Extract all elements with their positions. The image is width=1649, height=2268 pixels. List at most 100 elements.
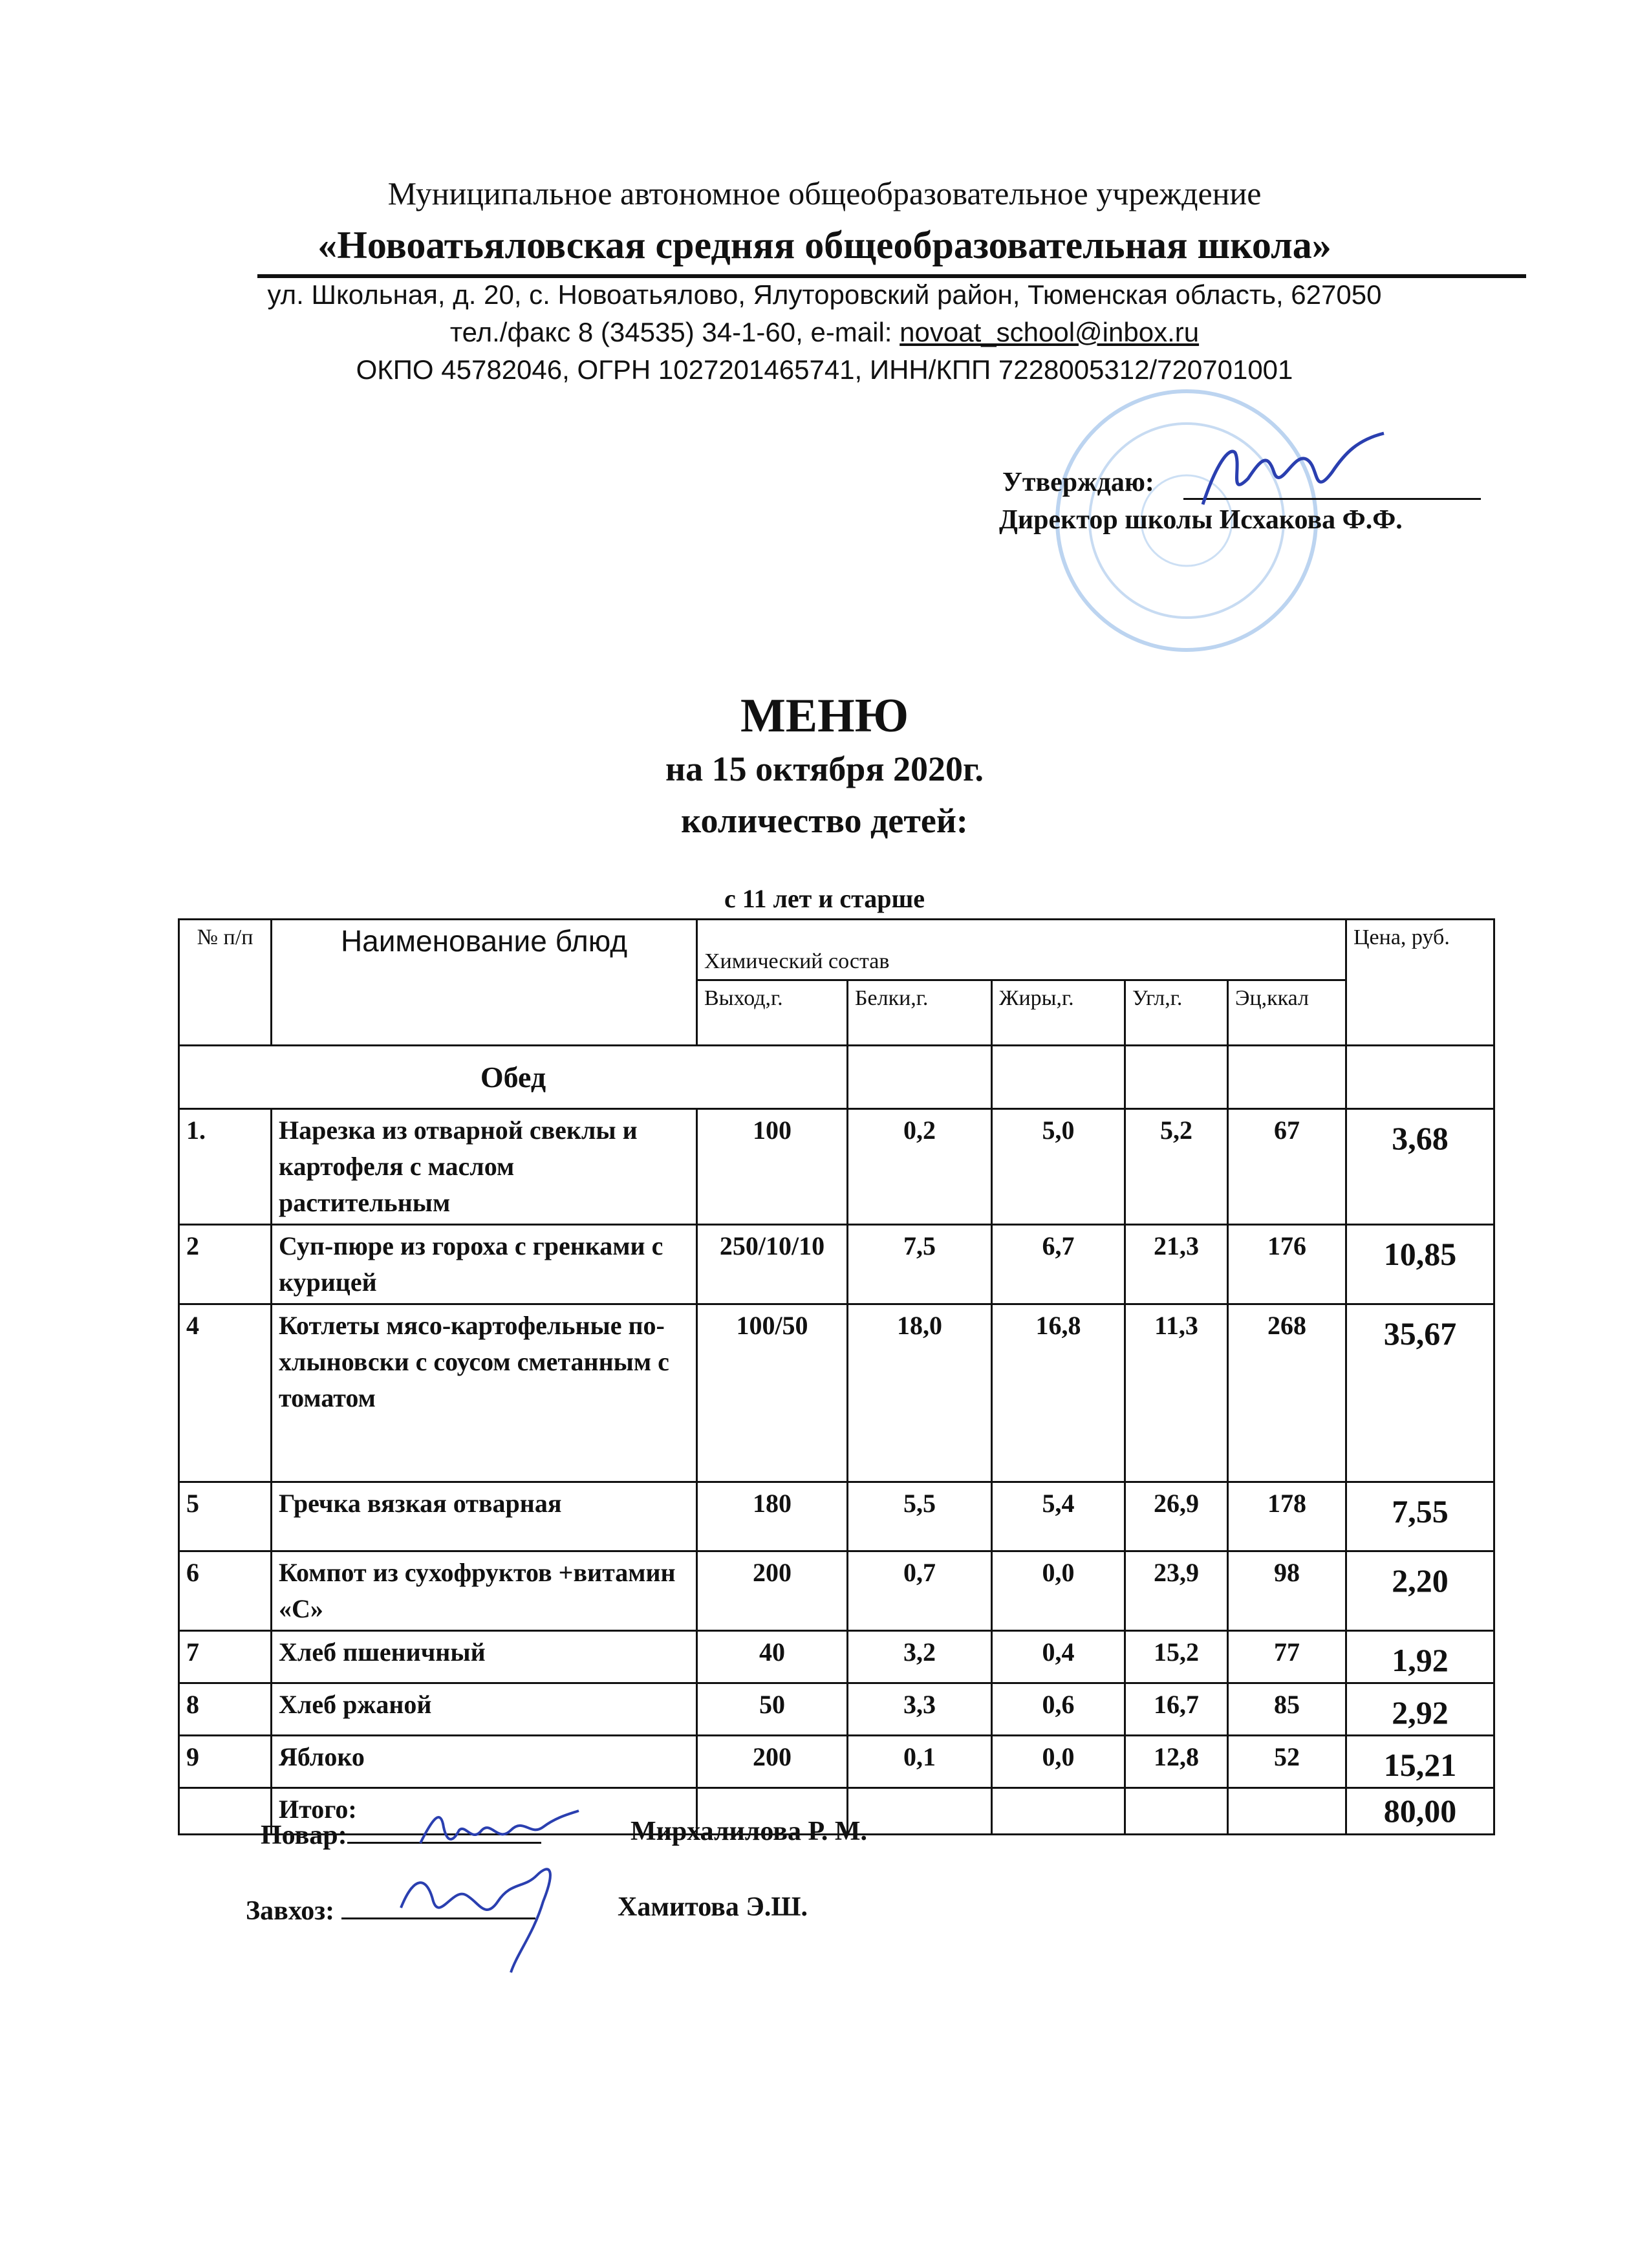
manager-signature-line (341, 1892, 535, 1919)
header-fat: Жиры,г. (991, 979, 1126, 1046)
energy-cell: 85 (1227, 1682, 1347, 1736)
manager-label: Завхоз: (246, 1896, 335, 1926)
row-num: 8 (178, 1682, 272, 1736)
energy-cell: 176 (1227, 1224, 1347, 1305)
energy-cell: 178 (1227, 1481, 1347, 1552)
dish-name: Яблоко (270, 1734, 698, 1789)
empty-cell (1227, 1787, 1347, 1835)
fat-cell: 0,4 (991, 1630, 1126, 1684)
carbs-cell: 26,9 (1124, 1481, 1229, 1552)
fat-cell: 6,7 (991, 1224, 1126, 1305)
empty-cell (991, 1787, 1126, 1835)
dish-name: Компот из сухофруктов +витамин «С» (270, 1550, 698, 1632)
table-row: 6 Компот из сухофруктов +витамин «С» 200 0,… (178, 1550, 1495, 1632)
table-row: 9 Яблоко 200 0,1 0,0 12,8 52 15,21 (178, 1734, 1495, 1789)
protein-cell: 0,1 (846, 1734, 993, 1789)
price-cell: 35,67 (1345, 1303, 1495, 1483)
yield-cell: 40 (696, 1630, 848, 1684)
menu-date: на 15 октября 2020г. (665, 750, 984, 788)
protein-cell: 7,5 (846, 1224, 993, 1305)
energy-cell: 77 (1227, 1630, 1347, 1684)
empty-cell (1227, 1044, 1347, 1110)
phone: тел./факс 8 (34535) 34-1-60, e-mail: (449, 317, 900, 347)
school-name: «Новоатьяловская средняя общеобразовател… (318, 224, 1331, 266)
energy-cell: 52 (1227, 1734, 1347, 1789)
cook-signature-icon (419, 1809, 579, 1844)
header-yield: Выход,г. (696, 979, 848, 1046)
header-energy: Эц,ккал (1227, 979, 1347, 1046)
protein-cell: 3,2 (846, 1630, 993, 1684)
protein-cell: 0,2 (846, 1108, 993, 1226)
carbs-cell: 11,3 (1124, 1303, 1229, 1483)
table-row: 1. Нарезка из отварной свеклы и картофеля… (178, 1108, 1495, 1226)
empty-cell (1124, 1787, 1229, 1835)
cook-signature-block: Повар: (261, 1816, 541, 1851)
price-cell: 3,68 (1345, 1108, 1495, 1226)
dish-name: Нарезка из отварной свеклы и картофеля с… (270, 1108, 698, 1226)
yield-cell: 100/50 (696, 1303, 848, 1483)
header-price: Цена, руб. (1345, 918, 1495, 1046)
email-link[interactable]: novoat_school@inbox.ru (900, 317, 1200, 347)
protein-cell: 18,0 (846, 1303, 993, 1483)
dish-name: Хлеб пшеничный (270, 1630, 698, 1684)
registration-codes: ОКПО 45782046, ОГРН 1027201465741, ИНН/К… (356, 354, 1293, 385)
protein-cell: 3,3 (846, 1682, 993, 1736)
dish-name: Котлеты мясо-картофельные по-хлыновски с… (270, 1303, 698, 1483)
table-row: 8 Хлеб ржаной 50 3,3 0,6 16,7 85 2,92 (178, 1682, 1495, 1736)
empty-cell (1345, 1044, 1495, 1110)
carbs-cell: 15,2 (1124, 1630, 1229, 1684)
fat-cell: 0,0 (991, 1550, 1126, 1632)
header-protein: Белки,г. (846, 979, 993, 1046)
price-cell: 7,55 (1345, 1481, 1495, 1552)
table-row: 5 Гречка вязкая отварная 180 5,5 5,4 26,9 178 7… (178, 1481, 1495, 1552)
manager-name: Хамитова Э.Ш. (618, 1892, 808, 1922)
director-signature-icon (1201, 431, 1385, 505)
carbs-cell: 23,9 (1124, 1550, 1229, 1632)
children-count: количество детей: (681, 801, 968, 840)
price-cell: 15,21 (1345, 1734, 1495, 1789)
cook-name: Мирхалилова Р. М. (630, 1817, 868, 1846)
price-cell: 2,20 (1345, 1550, 1495, 1632)
approval-signature-line (1183, 498, 1481, 500)
yield-cell: 50 (696, 1682, 848, 1736)
fat-cell: 5,0 (991, 1108, 1126, 1226)
org-type-line: Муниципальное автономное общеобразовател… (387, 175, 1262, 211)
manager-signature-block: Завхоз: (246, 1892, 535, 1927)
table-row: 4 Котлеты мясо-картофельные по-хлыновски … (178, 1303, 1495, 1483)
row-num: 5 (178, 1481, 272, 1552)
protein-cell: 5,5 (846, 1481, 993, 1552)
empty-cell (178, 1787, 272, 1835)
empty-cell (846, 1787, 993, 1835)
energy-cell: 67 (1227, 1108, 1347, 1226)
table-row: 2 Суп-пюре из гороха с гренками с курицей… (178, 1224, 1495, 1305)
price-cell: 1,92 (1345, 1630, 1495, 1684)
total-price: 80,00 (1345, 1787, 1495, 1835)
age-group: с 11 лет и старше (724, 884, 925, 913)
yield-cell: 180 (696, 1481, 848, 1552)
cook-signature-line (347, 1816, 541, 1844)
header-carbs: Угл,г. (1124, 979, 1229, 1046)
row-num: 1. (178, 1108, 272, 1226)
yield-cell: 200 (696, 1734, 848, 1789)
yield-cell: 100 (696, 1108, 848, 1226)
fat-cell: 16,8 (991, 1303, 1126, 1483)
empty-cell (696, 1787, 848, 1835)
row-num: 9 (178, 1734, 272, 1789)
energy-cell: 268 (1227, 1303, 1347, 1483)
row-num: 4 (178, 1303, 272, 1483)
carbs-cell: 21,3 (1124, 1224, 1229, 1305)
header-chem: Химический состав (696, 918, 1347, 981)
contacts: тел./факс 8 (34535) 34-1-60, e-mail: nov… (0, 317, 1649, 348)
table-row: 7 Хлеб пшеничный 40 3,2 0,4 15,2 77 1,92 (178, 1630, 1495, 1684)
fat-cell: 0,0 (991, 1734, 1126, 1789)
header-num: № п/п (178, 918, 272, 1046)
carbs-cell: 12,8 (1124, 1734, 1229, 1789)
carbs-cell: 16,7 (1124, 1682, 1229, 1736)
header-divider (257, 274, 1526, 278)
price-cell: 2,92 (1345, 1682, 1495, 1736)
empty-cell (991, 1044, 1126, 1110)
row-num: 2 (178, 1224, 272, 1305)
dish-name: Гречка вязкая отварная (270, 1481, 698, 1552)
dish-name: Хлеб ржаной (270, 1682, 698, 1736)
row-num: 6 (178, 1550, 272, 1632)
